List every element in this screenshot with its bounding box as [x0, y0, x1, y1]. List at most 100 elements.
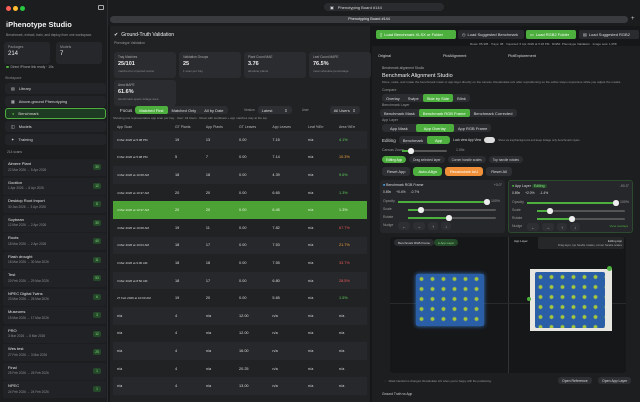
bench-mask[interactable]: Benchmark Mask	[384, 110, 415, 116]
project-item[interactable]: Soybean 12 Mar 2026 → 2 Apr 2026 30	[3, 214, 106, 232]
table-row[interactable]: n/a 4 n/a 20.25 n/a n/a n/a	[113, 359, 367, 378]
version-select[interactable]: Latest ⇕	[257, 106, 292, 114]
project-item[interactable]: Almere Plant 22 Mar 2026 → 5 Apr 2026 30	[3, 159, 106, 176]
sidebar-item-phenotyping[interactable]: ▦ Above-ground Phenotyping	[5, 96, 106, 107]
project-item[interactable]: Roots 18 Mar 2026 → 2 Apr 2026 40	[3, 233, 106, 250]
bench-corrected[interactable]: Benchmark Corrected	[473, 110, 513, 116]
table-row[interactable]: 27 Feb 2026 at 10:00 AM 19 20 0.00 5.65 n/a 1.…	[113, 289, 367, 307]
zoom-window-button[interactable]	[20, 6, 25, 11]
project-item[interactable]: PRO 3 Mar 2026 → 8 Mar 2026 12	[3, 325, 106, 343]
user-select[interactable]: All Users ⇕	[329, 106, 360, 114]
reset-all-button[interactable]: Reset All	[486, 167, 512, 176]
sidebar-item-benchmark[interactable]: ● Benchmark	[5, 108, 106, 119]
table-row[interactable]: 6 Mar 2026 at 5:08 PM 19 13 0.00 7.15 n/a 4.1%	[113, 131, 367, 149]
nudge-right-button[interactable]: →	[542, 223, 554, 231]
open-app-layer-button[interactable]: Open App Layer	[598, 377, 632, 384]
app-opacity-slider[interactable]	[527, 200, 619, 206]
table-row[interactable]: 4 Mar 2026 at 10:37 AM 20 20 0.00 6.45 n/a 1.3…	[113, 201, 367, 219]
load-suggested-rgb-button[interactable]: ▤ Load Suggested RGB2	[579, 30, 639, 39]
table-row[interactable]: 3 Mar 2026 at 8:50 AM 18 17 0.00 6.80 n/a 28.5…	[113, 271, 367, 290]
table-row[interactable]: 4 Mar 2026 at 10:04 AM 18 17 0.00 7.53 n/a 21.…	[113, 236, 367, 255]
open-reference-button[interactable]: Open Reference	[558, 377, 592, 384]
nudge-down-button[interactable]: ↓	[570, 223, 580, 231]
document-tab[interactable]: Phenotyping Board #144	[110, 16, 628, 23]
compare-overlay[interactable]: Overlay	[386, 95, 400, 101]
sidebar-toggle-icon[interactable]	[98, 5, 104, 10]
view-overlays-link[interactable]: View overlays	[609, 224, 628, 228]
column-header[interactable]: GT Plants	[175, 125, 191, 129]
app-scale-slider[interactable]	[537, 208, 625, 214]
project-item[interactable]: Flash drought 18 Mar 2026 → 30 Mar 2026 11	[3, 251, 106, 269]
add-tab-button[interactable]: +	[631, 16, 635, 22]
table-row[interactable]: 4 Mar 2026 at 10:08 AM 18 18 0.00 4.39 n/a 9.6…	[113, 166, 367, 184]
project-item[interactable]: Final 25 Feb 2026 → 25 Feb 2026 1	[3, 362, 106, 380]
table-row[interactable]: 4 Mar 2026 at 10:37 AM 20 20 0.00 6.65 n/a 1.3…	[113, 183, 367, 202]
table-row[interactable]: n/a 4 n/a 12.00 n/a n/a n/a	[113, 324, 367, 343]
project-item[interactable]: Wes test 27 Feb 2026 → 3 Mar 2026 25	[3, 344, 106, 361]
app-mask[interactable]: App Mask	[390, 125, 408, 131]
close-window-button[interactable]	[6, 6, 11, 11]
focus-matched-only[interactable]: Matched Only	[171, 107, 197, 113]
table-row[interactable]: 6 Mar 2026 at 5:08 PM 5 7 0.00 7.14 n/a 10.3%	[113, 148, 367, 167]
chevron-updown-icon: ⇕	[352, 107, 356, 113]
app-overlay[interactable]: App Overlay	[415, 124, 454, 132]
lock-view-toggle[interactable]	[484, 137, 496, 143]
tab-plot-alignment[interactable]: PlotAlignment	[443, 54, 467, 58]
edit-benchmark[interactable]: Benchmark	[402, 137, 423, 143]
scale-handle[interactable]	[607, 266, 612, 271]
column-header[interactable]: Leaf %Err	[308, 125, 324, 129]
auto-align-button[interactable]: Auto-Align	[413, 167, 442, 176]
project-item[interactable]: NPEC 24 Feb 2026 → 24 Feb 2026 1	[3, 381, 106, 398]
table-row[interactable]: n/a 4 n/a 13.00 n/a n/a n/a	[113, 377, 367, 395]
compare-blink[interactable]: Blink	[457, 95, 466, 101]
sidebar-item-models[interactable]: ◫ Models	[5, 121, 106, 132]
table-row[interactable]: n/a 4 n/a 16.00 n/a n/a n/a	[113, 342, 367, 360]
nudge-left-button[interactable]: ←	[527, 223, 539, 231]
load-benchmark-button[interactable]: ▯ Load Benchmark XLSX or Folder	[376, 30, 456, 39]
project-item[interactable]: Test 20 Feb 2026 → 29 Mar 2026 53	[3, 270, 106, 287]
load-rgb-folder-button[interactable]: ▭ Load RGB2 Folder	[526, 30, 576, 39]
project-item[interactable]: Desktop Root Import 30 Jan 2026 → 3 Apr 2…	[3, 196, 106, 213]
column-header[interactable]: App Plants	[205, 125, 223, 129]
bench-rgb-frame[interactable]: Benchmark RGB Frame	[418, 109, 470, 117]
nudge-up-button[interactable]: ↑	[428, 222, 438, 230]
canvas-zoom-slider[interactable]	[402, 148, 447, 154]
focus-all-by-date[interactable]: All by Date	[204, 107, 224, 113]
nudge-up-button[interactable]: ↑	[557, 223, 567, 231]
project-item[interactable]: NPEC Digital Twins 23 Mar 2026 → 26 Mar 2…	[3, 288, 106, 306]
project-item[interactable]: Gootion 1 Apr 2026 → 6 Apr 2026 12	[3, 177, 106, 195]
nudge-down-button[interactable]: ↓	[441, 222, 451, 230]
project-item[interactable]: Museums 15 Mar 2026 → 17 Mar 2026 3	[3, 307, 106, 324]
app-rotate-slider[interactable]	[537, 216, 625, 222]
sidebar-item-training[interactable]: ✦ Training	[5, 134, 106, 145]
table-row[interactable]: 3 Mar 2026 at 9:00 AM 18 18 0.00 7.55 n/a 33.7…	[113, 254, 367, 272]
app-tray-image[interactable]	[530, 269, 612, 331]
window-title-pill[interactable]: ▣ Phenotyping Board #144	[324, 3, 444, 11]
load-suggested-benchmark-button[interactable]: ◷ Load Suggested Benchmark	[458, 30, 524, 39]
app-rgb-frame[interactable]: App RGB Frame	[457, 125, 488, 131]
column-header[interactable]: GT Leaves	[239, 125, 257, 129]
edit-app[interactable]: App	[427, 136, 451, 144]
recalculate-iou-button[interactable]: Recalculate IoU	[444, 167, 484, 176]
compare-side-by-side[interactable]: Side by Side	[422, 94, 454, 102]
rotate-handle[interactable]	[527, 297, 531, 301]
nudge-left-button[interactable]: ←	[398, 222, 410, 230]
alignment-canvas[interactable]: Benchmark RGB Frame ● App Layer App Laye…	[390, 237, 626, 373]
column-header[interactable]: Area %Err	[339, 125, 356, 129]
minimize-window-button[interactable]	[13, 6, 18, 11]
sidebar-item-library[interactable]: ▤ Library	[5, 83, 106, 94]
column-header[interactable]: App Scan	[117, 125, 133, 129]
compare-swipe[interactable]: Swipe	[407, 95, 419, 101]
table-row[interactable]: n/a 4 n/a 12.00 n/a n/a n/a	[113, 306, 367, 325]
bench-rotate-slider[interactable]	[408, 215, 496, 221]
app-layer-button[interactable]: ● App Layer	[434, 239, 459, 246]
nudge-right-button[interactable]: →	[413, 222, 425, 230]
focus-matched-first[interactable]: Matched First	[135, 106, 168, 114]
table-row[interactable]: 4 Mar 2026 at 10:08 AM 19 11 0.00 7.82 n/a 67.…	[113, 218, 367, 237]
tab-original[interactable]: Original	[378, 54, 392, 58]
bench-scale-slider[interactable]	[408, 207, 496, 213]
bench-opacity-slider[interactable]	[398, 199, 490, 205]
tab-plot-explorement[interactable]: PlotExplorement	[508, 54, 536, 58]
column-header[interactable]: App Leaves	[272, 125, 291, 129]
reset-app-button[interactable]: Reset App	[382, 167, 411, 176]
